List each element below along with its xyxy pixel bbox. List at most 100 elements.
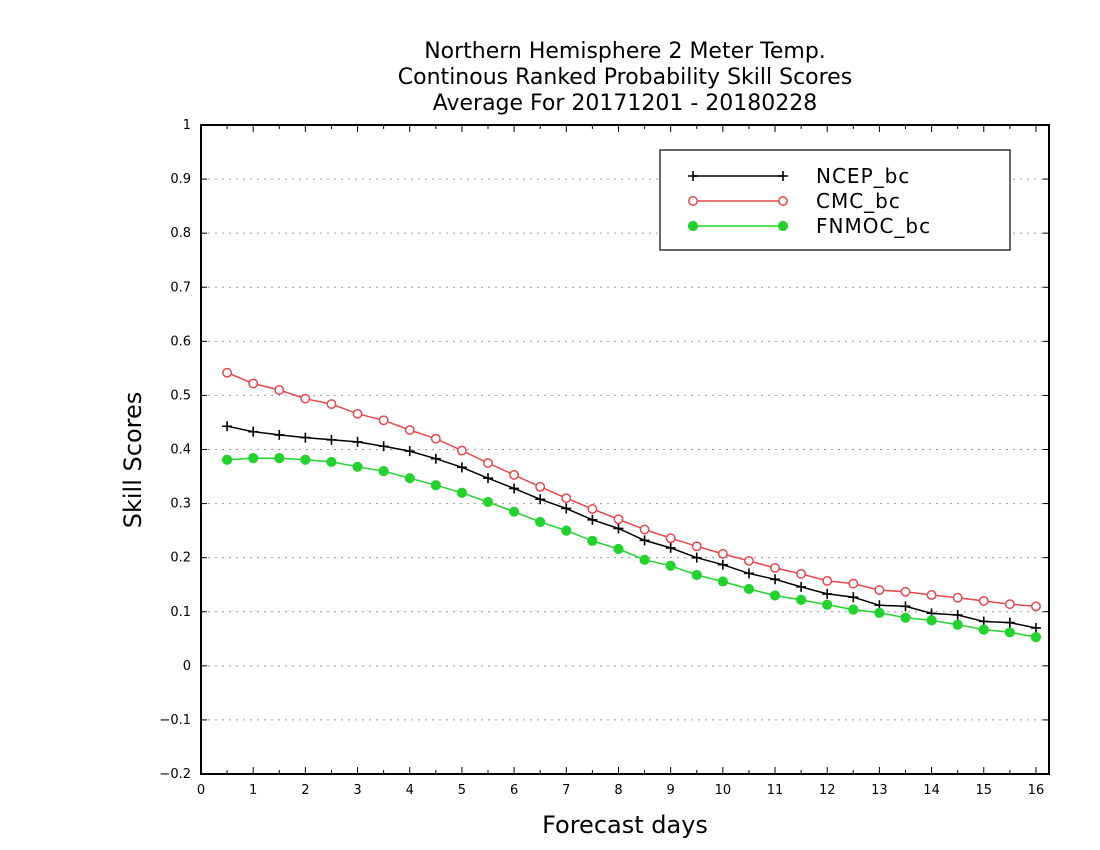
y-tick-label: 0.1 — [170, 605, 191, 620]
data-point — [639, 554, 650, 565]
data-point — [978, 595, 989, 606]
data-point — [1031, 601, 1041, 612]
series-ncep-bc — [222, 421, 1041, 633]
legend-label: CMC_bc — [816, 189, 901, 213]
series-line — [226, 372, 1037, 608]
y-tick-label: 0 — [183, 659, 191, 674]
y-axis-label: Skill Scores — [119, 392, 147, 529]
data-point — [769, 590, 781, 601]
data-point — [770, 574, 781, 585]
data-point — [300, 393, 311, 404]
data-point — [822, 575, 833, 586]
y-tick-label: 1 — [183, 118, 191, 133]
data-point — [1004, 617, 1015, 628]
title-line-2: Continous Ranked Probability Skill Score… — [398, 65, 852, 90]
data-point — [222, 367, 233, 378]
legend-marker — [778, 171, 788, 181]
x-axis: 0 1 2 3 4 5 6 7 8 9 10 11 12 13 14 15 16 — [197, 125, 1044, 798]
x-axis-label: Forecast days — [542, 811, 708, 839]
x-tick-label: 4 — [406, 783, 414, 798]
data-point — [1004, 599, 1015, 610]
data-point — [822, 599, 833, 610]
data-point — [587, 504, 598, 514]
data-point — [430, 453, 441, 464]
data-point — [848, 592, 859, 603]
data-point — [561, 503, 572, 514]
data-point — [796, 581, 807, 592]
x-tick-label: 9 — [667, 783, 675, 798]
series-fnmoc-bc — [221, 453, 1042, 643]
data-point — [274, 429, 285, 440]
y-tick-label: 0.8 — [170, 226, 191, 241]
data-point — [874, 585, 885, 596]
data-point — [900, 601, 911, 612]
data-point — [952, 609, 963, 620]
data-point — [248, 426, 259, 437]
data-point — [561, 525, 572, 536]
data-point — [404, 446, 415, 457]
chart-title: Northern Hemisphere 2 Meter Temp. Contin… — [398, 39, 852, 116]
x-tick-label: 2 — [301, 783, 309, 798]
data-point — [404, 473, 415, 484]
x-tick-label: 13 — [871, 783, 888, 798]
data-point — [613, 514, 624, 525]
data-point — [613, 523, 624, 534]
x-tick-label: 1 — [249, 783, 257, 798]
legend-item: NCEP_bc — [688, 164, 909, 188]
x-tick-label: 15 — [975, 783, 992, 798]
data-point — [691, 569, 702, 581]
data-point — [535, 494, 546, 505]
data-point — [352, 436, 363, 447]
data-point — [509, 483, 520, 494]
y-tick-label: 0.9 — [170, 172, 191, 187]
data-point — [1030, 632, 1042, 643]
legend-item: CMC_bc — [688, 189, 901, 213]
data-point — [300, 432, 311, 443]
legend-item: FNMOC_bc — [687, 214, 930, 238]
data-point — [248, 378, 259, 389]
title-line-3: Average For 20171201 - 20180228 — [433, 91, 818, 116]
data-point — [978, 624, 989, 635]
x-tick-label: 12 — [819, 783, 836, 798]
data-point — [822, 588, 833, 599]
data-point — [952, 592, 963, 603]
data-point — [848, 604, 859, 615]
x-tick-label: 0 — [197, 783, 205, 798]
data-point — [352, 408, 363, 419]
y-axis: −0.2 −0.1 0 0.1 0.2 0.3 0.4 0.5 0.6 0.7 0.8 0.9 1 — [159, 118, 1049, 782]
data-point — [456, 462, 467, 473]
series-line — [227, 457, 1037, 638]
gridlines — [201, 178, 1049, 721]
data-point — [535, 481, 546, 492]
data-point — [900, 586, 911, 597]
data-point — [378, 466, 389, 477]
legend-box — [659, 149, 1011, 251]
data-point — [743, 555, 754, 566]
data-point — [456, 445, 467, 456]
data-point — [561, 493, 572, 504]
x-tick-label: 16 — [1028, 783, 1045, 798]
data-point — [900, 612, 911, 623]
data-point — [874, 607, 885, 618]
data-point — [456, 487, 468, 498]
data-point — [404, 425, 415, 435]
data-point — [430, 433, 441, 444]
x-tick-label: 10 — [715, 783, 732, 798]
series-line — [226, 425, 1037, 629]
y-tick-label: −0.1 — [159, 713, 191, 728]
data-point — [796, 568, 807, 579]
data-point — [691, 552, 702, 563]
data-point — [300, 454, 311, 465]
y-tick-label: 0.6 — [170, 334, 191, 349]
data-point — [326, 434, 337, 445]
series-cmc-bc — [222, 367, 1041, 612]
y-tick-label: −0.2 — [159, 767, 191, 782]
data-point — [952, 619, 963, 630]
y-tick-label: 0.2 — [170, 551, 191, 566]
data-point — [717, 548, 728, 559]
data-point — [613, 543, 624, 555]
data-point — [222, 421, 233, 432]
x-tick-label: 8 — [614, 783, 622, 798]
